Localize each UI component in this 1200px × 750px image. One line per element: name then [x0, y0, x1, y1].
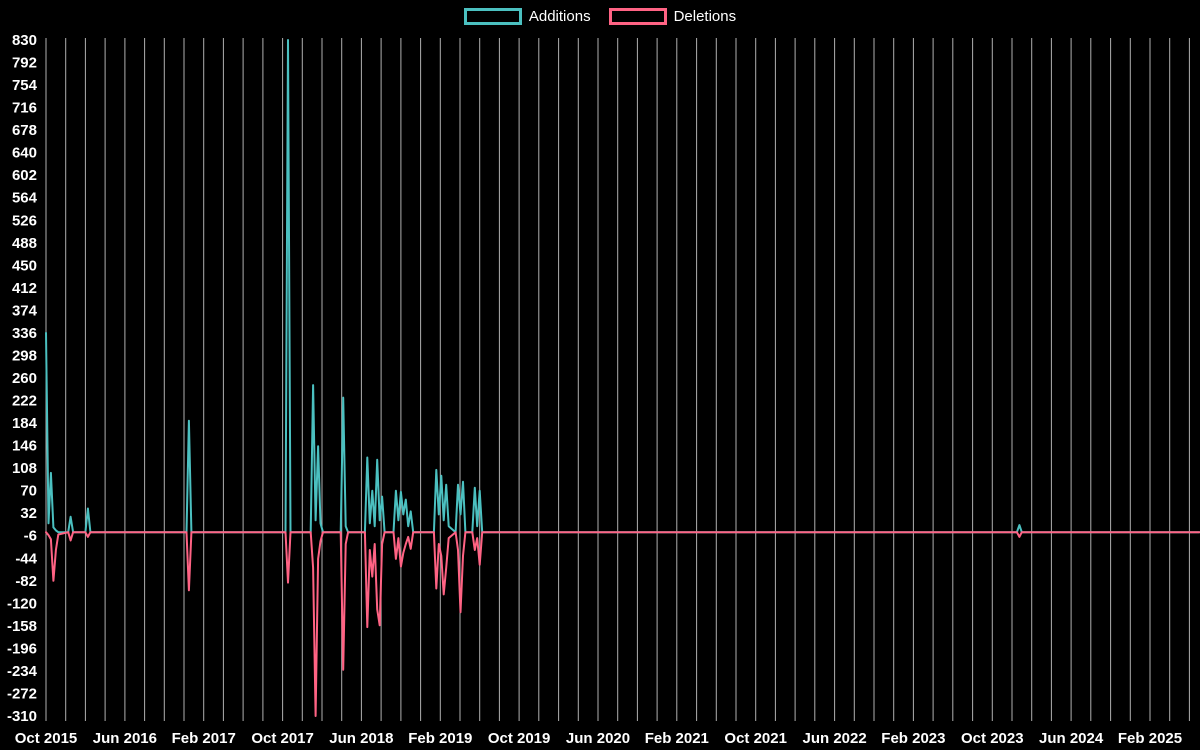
y-tick-label: 602 — [12, 167, 37, 184]
additions-legend-label: Additions — [528, 8, 591, 25]
y-tick-label: 792 — [12, 55, 37, 72]
y-tick-label: -120 — [7, 595, 37, 612]
y-tick-label: -234 — [7, 663, 38, 680]
y-tick-label: 450 — [12, 257, 37, 274]
y-tick-label: 70 — [20, 483, 37, 500]
y-tick-label: -6 — [24, 528, 37, 545]
x-tick-label: Feb 2021 — [645, 730, 709, 747]
x-tick-label: Oct 2023 — [961, 730, 1024, 747]
y-tick-label: 678 — [12, 122, 37, 139]
y-tick-label: 754 — [12, 77, 38, 94]
y-tick-label: 260 — [12, 370, 37, 387]
y-tick-label: 374 — [12, 302, 38, 319]
y-tick-label: 336 — [12, 325, 37, 342]
y-tick-label: 32 — [20, 505, 37, 522]
series-line-deletions — [45, 531, 1200, 717]
x-tick-label: Oct 2021 — [724, 730, 787, 747]
deletions-legend-swatch — [608, 8, 667, 25]
legend-item-deletions[interactable]: Deletions — [608, 8, 737, 25]
y-tick-label: 222 — [12, 393, 37, 410]
y-tick-label: 108 — [12, 460, 37, 477]
y-tick-label: 564 — [12, 190, 38, 207]
y-tick-label: 640 — [12, 145, 37, 162]
y-tick-label: 184 — [12, 415, 38, 432]
x-tick-label: Jun 2018 — [329, 730, 393, 747]
x-tick-label: Feb 2023 — [881, 730, 945, 747]
x-tick-label: Jun 2022 — [802, 730, 866, 747]
x-tick-label: Feb 2017 — [172, 730, 236, 747]
series-line-additions — [45, 39, 1200, 534]
y-tick-label: 488 — [12, 235, 37, 252]
y-tick-label: 298 — [12, 348, 37, 365]
y-tick-label: 526 — [12, 212, 37, 229]
y-tick-label: -310 — [7, 708, 37, 725]
x-tick-label: Jun 2020 — [566, 730, 630, 747]
y-tick-label: 412 — [12, 280, 37, 297]
y-tick-label: 146 — [12, 438, 37, 455]
x-tick-label: Oct 2015 — [15, 730, 78, 747]
x-tick-label: Oct 2019 — [488, 730, 551, 747]
x-tick-label: Feb 2019 — [408, 730, 472, 747]
y-tick-label: -82 — [15, 573, 37, 590]
y-tick-label: 830 — [12, 32, 37, 49]
additions-legend-swatch — [463, 8, 522, 25]
legend-item-additions[interactable]: Additions — [463, 8, 591, 25]
x-tick-label: Jun 2024 — [1039, 730, 1104, 747]
deletions-legend-label: Deletions — [673, 8, 737, 25]
x-tick-label: Feb 2025 — [1118, 730, 1182, 747]
y-tick-label: -44 — [15, 550, 37, 567]
x-tick-label: Oct 2017 — [251, 730, 314, 747]
y-tick-label: -196 — [7, 640, 37, 657]
y-tick-label: -158 — [7, 618, 37, 635]
y-tick-label: 716 — [12, 100, 37, 117]
chart-legend: Additions Deletions — [0, 8, 1200, 25]
x-tick-label: Jun 2016 — [93, 730, 157, 747]
y-tick-label: -272 — [7, 686, 37, 703]
